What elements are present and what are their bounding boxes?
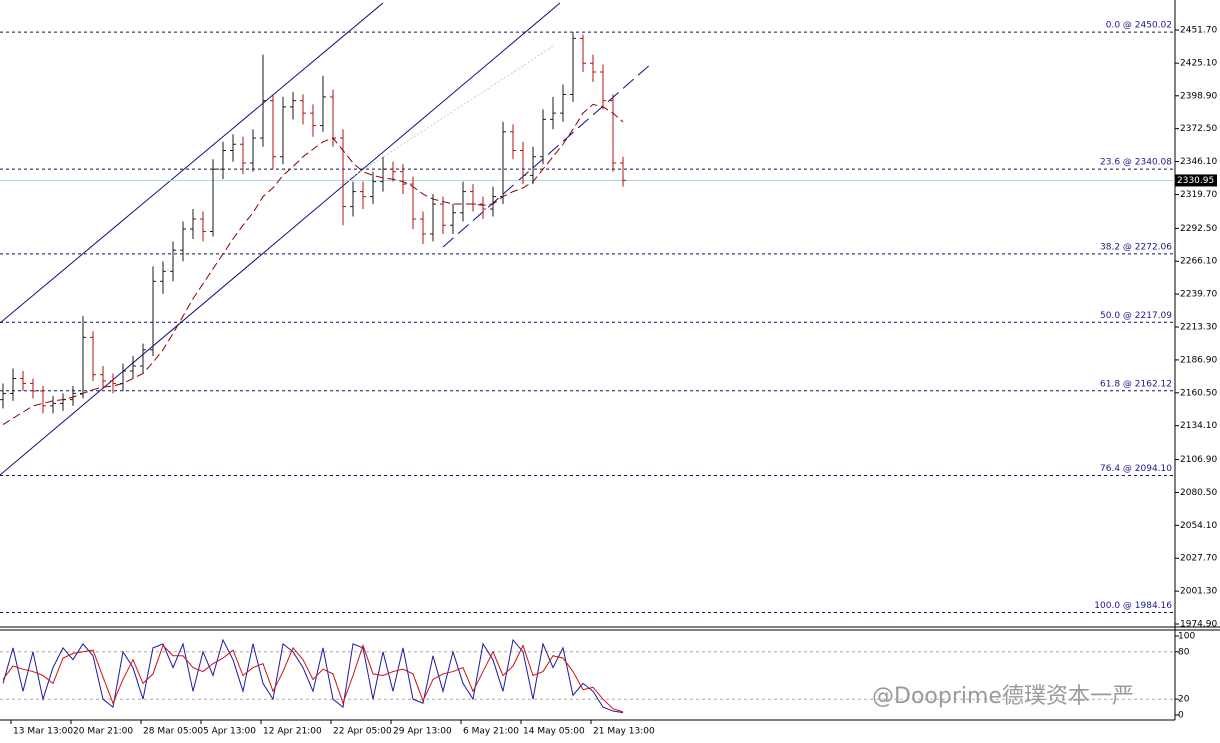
y-tick-label: 2239.70 bbox=[1180, 290, 1217, 300]
fib-label: 23.6 @ 2340.08 bbox=[1100, 158, 1172, 168]
fib-label: 76.4 @ 2094.10 bbox=[1100, 464, 1172, 474]
fib-label: 0.0 @ 2450.02 bbox=[1106, 21, 1172, 31]
x-tick-label: 28 Mar 05:00 bbox=[143, 727, 203, 737]
channel-line bbox=[0, 2, 384, 324]
trendlines bbox=[0, 2, 653, 476]
y-tick-label: 2027.70 bbox=[1180, 554, 1217, 564]
y-tick-label: 2372.50 bbox=[1180, 124, 1217, 134]
stoch-tick-label: 20 bbox=[1178, 695, 1190, 705]
stoch-line bbox=[2, 643, 624, 713]
y-tick-label: 2266.10 bbox=[1180, 257, 1217, 267]
stoch-tick-label: 0 bbox=[1178, 711, 1184, 721]
price-tag bbox=[1175, 174, 1217, 187]
price-tag-label: 2330.95 bbox=[1177, 176, 1214, 186]
x-tick-label: 5 Apr 13:00 bbox=[203, 727, 256, 737]
y-tick-label: 2134.10 bbox=[1180, 421, 1217, 431]
y-tick-label: 2001.30 bbox=[1180, 587, 1217, 597]
fib-label: 50.0 @ 2217.09 bbox=[1100, 311, 1172, 321]
x-tick-label: 14 May 05:00 bbox=[523, 727, 585, 737]
x-tick-label: 22 Apr 05:00 bbox=[333, 727, 392, 737]
x-tick-label: 21 May 13:00 bbox=[593, 727, 655, 737]
x-tick-label: 20 Mar 21:00 bbox=[73, 727, 133, 737]
y-tick-label: 1974.90 bbox=[1180, 620, 1217, 630]
guide-line bbox=[339, 44, 556, 186]
moving-average bbox=[2, 103, 624, 425]
y-tick-label: 2346.10 bbox=[1180, 157, 1217, 167]
y-tick-label: 2451.70 bbox=[1180, 26, 1217, 36]
x-tick-label: 13 Mar 13:00 bbox=[13, 727, 73, 737]
y-tick-label: 2186.90 bbox=[1180, 355, 1217, 365]
support-line bbox=[442, 62, 653, 248]
stoch-line bbox=[2, 638, 624, 714]
x-tick-label: 12 Apr 21:00 bbox=[263, 727, 322, 737]
y-tick-label: 2213.30 bbox=[1180, 323, 1217, 333]
y-tick-label: 2292.50 bbox=[1180, 224, 1217, 234]
fib-label: 38.2 @ 2272.06 bbox=[1100, 242, 1172, 252]
fib-label: 100.0 @ 1984.16 bbox=[1094, 601, 1172, 611]
y-tick-label: 2319.70 bbox=[1180, 190, 1217, 200]
stoch-tick-label: 100 bbox=[1178, 632, 1195, 642]
y-tick-label: 2106.90 bbox=[1180, 455, 1217, 465]
y-tick-label: 2398.90 bbox=[1180, 91, 1217, 101]
y-tick-label: 2054.10 bbox=[1180, 521, 1217, 531]
channel-line bbox=[0, 2, 561, 476]
y-tick-label: 2080.50 bbox=[1180, 488, 1217, 498]
watermark: @Dooprime德璞资本一严 bbox=[872, 684, 1134, 709]
stoch-tick-label: 80 bbox=[1178, 647, 1190, 657]
y-tick-label: 2425.10 bbox=[1180, 59, 1217, 69]
x-tick-label: 6 May 21:00 bbox=[463, 727, 519, 737]
y-tick-label: 2160.50 bbox=[1180, 388, 1217, 398]
fib-label: 61.8 @ 2162.12 bbox=[1100, 379, 1172, 389]
x-tick-label: 29 Apr 13:00 bbox=[393, 727, 452, 737]
